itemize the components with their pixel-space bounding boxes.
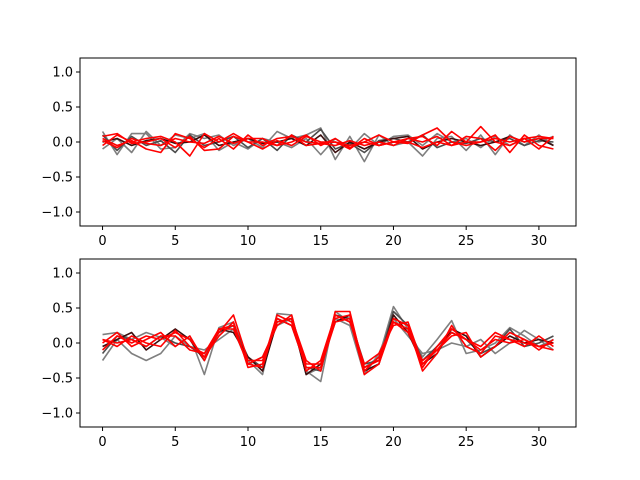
bottom-y-tick-label: −1.0 [41,407,73,422]
top-y-tick-label: 0.0 [52,136,73,151]
top-lines [101,125,554,163]
top-x-tick-label: 30 [531,234,548,249]
top-x-tick-label: 0 [98,234,106,249]
bottom-y-tick-label: 0.0 [52,337,73,352]
top-x-tick-label: 5 [171,234,179,249]
bottom-x-tick-label: 15 [312,435,329,450]
bottom-y-tick-label: 1.0 [52,267,73,282]
bottom-series-line-7 [101,314,554,372]
top-x-ticks: 0 5 10 15 20 25 30 [98,226,547,249]
top-x-tick-label: 10 [240,234,257,249]
top-y-ticks: −1.0 −0.5 0.0 0.5 1.0 [41,66,80,221]
subplot-bottom: 0 5 10 15 20 25 30 −1.0 −0.5 0.0 0.5 1.0 [41,258,577,450]
top-x-tick-label: 25 [458,234,475,249]
bottom-x-ticks: 0 5 10 15 20 25 30 [98,427,547,450]
bottom-x-tick-label: 20 [385,435,402,450]
bottom-lines [101,305,554,383]
top-y-tick-label: 0.5 [52,101,73,116]
bottom-y-tick-label: −0.5 [41,372,73,387]
bottom-x-tick-label: 5 [171,435,179,450]
bottom-x-tick-label: 0 [98,435,106,450]
top-series-line-7 [102,130,554,149]
subplot-top: 0 5 10 15 20 25 30 −1.0 −0.5 0.0 0.5 1.0 [41,57,577,249]
bottom-x-tick-label: 10 [240,435,257,450]
bottom-x-tick-label: 25 [458,435,475,450]
top-series-line-8 [102,132,554,152]
bottom-y-tick-label: 0.5 [52,302,73,317]
top-y-tick-label: −0.5 [41,171,73,186]
top-series-line-3 [101,128,554,154]
bottom-y-ticks: −1.0 −0.5 0.0 0.5 1.0 [41,267,80,422]
top-y-tick-label: 1.0 [52,66,73,81]
bottom-series-line-8 [102,317,554,376]
bottom-x-tick-label: 30 [531,435,548,450]
top-series-line-2 [102,130,554,156]
top-y-tick-label: −1.0 [41,206,73,221]
top-x-tick-label: 15 [312,234,329,249]
top-x-tick-label: 20 [385,234,402,249]
